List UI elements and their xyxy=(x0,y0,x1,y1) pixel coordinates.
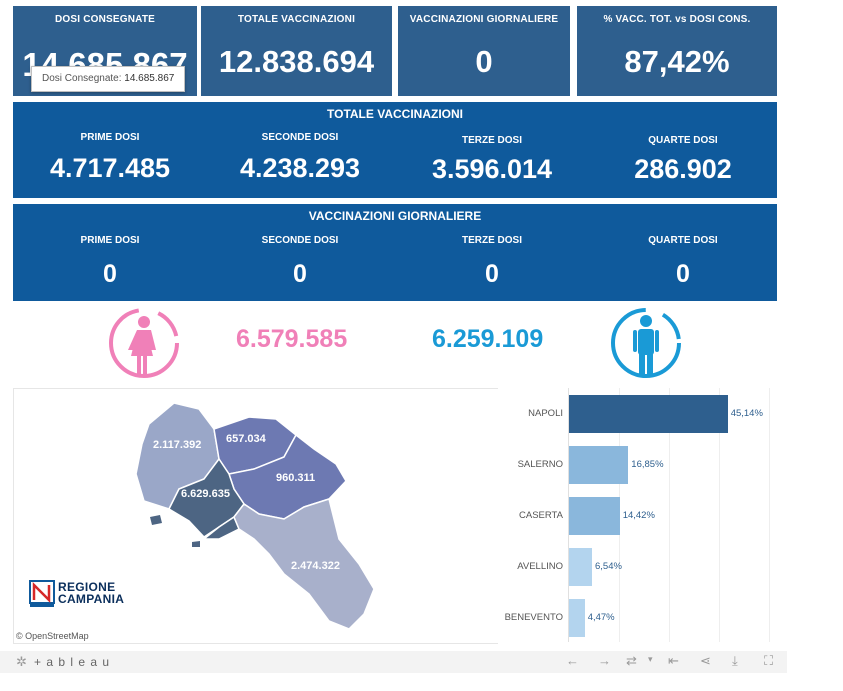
female-icon xyxy=(109,308,179,378)
category-label: BENEVENTO xyxy=(504,612,563,623)
province-napoli-peninsula xyxy=(201,515,240,540)
stat-quarte-dosi[interactable]: QUARTE DOSI 0 xyxy=(588,235,778,289)
stat-value: 4.238.293 xyxy=(239,153,361,183)
map-attribution[interactable]: © OpenStreetMap xyxy=(16,631,89,641)
fullscreen-icon[interactable]: ⛶ xyxy=(764,653,774,668)
stat-label: QUARTE DOSI xyxy=(648,135,718,146)
kpi-value: 12.838.694 xyxy=(218,44,375,79)
stat-label: SECONDE DOSI xyxy=(261,235,339,246)
bar-caserta[interactable] xyxy=(569,497,620,535)
kpi-label: VACCINAZIONI GIORNALIERE xyxy=(409,14,559,25)
stat-label: SECONDE DOSI xyxy=(261,132,339,143)
undo-icon[interactable]: ← xyxy=(566,653,579,668)
kpi-percentuale[interactable]: % VACC. TOT. vs DOSI CONS. 87,42% xyxy=(577,6,777,96)
province-napoli xyxy=(168,457,245,538)
bar-value-label: 45,14% xyxy=(730,408,763,419)
stat-value: 0 xyxy=(676,260,690,288)
download-icon[interactable]: ⤓ xyxy=(732,653,738,668)
kpi-vaccinazioni-giornaliere[interactable]: VACCINAZIONI GIORNALIERE 0 xyxy=(398,6,570,96)
regione-campania-logo-icon xyxy=(29,580,55,607)
female-count: 6.579.585 xyxy=(236,325,348,353)
male-icon xyxy=(611,308,681,378)
panel-title: VACCINAZIONI GIORNALIERE xyxy=(308,209,482,223)
tableau-toolbar: ✲ + a b l e a u ← → ⇄ ▾ ⇤ ⋖ ⤓ ⛶ xyxy=(0,651,787,673)
redo-icon[interactable]: → xyxy=(598,653,611,668)
bar-value-label: 4,47% xyxy=(587,612,615,623)
tooltip-label: Dosi Consegnate: xyxy=(42,73,122,84)
stat-label: PRIME DOSI xyxy=(80,132,140,143)
kpi-value: 87,42% xyxy=(624,44,730,79)
category-label: SALERNO xyxy=(517,459,563,470)
category-label: CASERTA xyxy=(519,510,563,521)
male-count: 6.259.109 xyxy=(432,325,544,353)
bar-value-label: 14,42% xyxy=(622,510,655,521)
stat-seconde-dosi[interactable]: SECONDE DOSI 0 xyxy=(205,235,395,289)
totale-vaccinazioni-panel: TOTALE VACCINAZIONI PRIME DOSI 4.717.485… xyxy=(13,102,777,198)
island-ischia xyxy=(150,515,162,525)
province-bar-chart[interactable]: 45,14% 16,85% 14,42% 6,54% 4,47% NAPOLI SALER… xyxy=(497,388,780,642)
stat-prime-dosi[interactable]: PRIME DOSI 0 xyxy=(15,235,205,289)
map-label-napoli: 6.629.635 xyxy=(181,488,230,500)
category-label: AVELLINO xyxy=(517,561,563,572)
share-icon[interactable]: ⋖ xyxy=(700,653,711,668)
stat-seconde-dosi[interactable]: SECONDE DOSI 4.238.293 xyxy=(205,132,395,184)
tableau-brand[interactable]: + a b l e a u xyxy=(34,655,111,669)
revert-icon[interactable]: ⇄ xyxy=(626,653,637,668)
chevron-down-icon[interactable]: ▾ xyxy=(648,654,653,664)
vaccinazioni-giornaliere-panel: VACCINAZIONI GIORNALIERE PRIME DOSI 0 SE… xyxy=(13,204,777,301)
category-labels: NAPOLI SALERNO CASERTA AVELLINO BENEVENTO xyxy=(497,388,563,642)
chart-y-axis xyxy=(568,388,569,642)
stat-terze-dosi[interactable]: TERZE DOSI 0 xyxy=(397,235,587,289)
campania-map xyxy=(135,402,375,630)
kpi-label: DOSI CONSEGNATE xyxy=(54,14,156,25)
bar-napoli[interactable] xyxy=(569,395,728,433)
category-label: NAPOLI xyxy=(528,408,563,419)
first-page-icon[interactable]: ⇤ xyxy=(668,653,679,668)
panel-title: TOTALE VACCINAZIONI xyxy=(327,107,463,121)
bar-value-label: 6,54% xyxy=(595,561,622,572)
stat-prime-dosi[interactable]: PRIME DOSI 4.717.485 xyxy=(15,132,205,184)
chart-gridline xyxy=(769,388,770,642)
bar-area: 45,14% 16,85% 14,42% 6,54% 4,47% xyxy=(569,388,780,642)
tooltip: Dosi Consegnate: 14.685.867 xyxy=(31,66,186,92)
tooltip-value: 14.685.867 xyxy=(124,73,175,84)
map-panel[interactable]: 2.117.392 657.034 960.311 6.629.635 2.47… xyxy=(13,388,498,644)
province-salerno xyxy=(233,498,375,630)
bar-salerno[interactable] xyxy=(569,446,629,484)
kpi-value: 0 xyxy=(475,44,493,79)
kpi-totale-vaccinazioni[interactable]: TOTALE VACCINAZIONI 12.838.694 xyxy=(201,6,392,96)
tableau-logo-icon: ✲ xyxy=(16,654,27,669)
logo-text-line2: CAMPANIA xyxy=(58,592,125,606)
chart-gridline xyxy=(669,388,670,642)
logo-text-line1: REGIONE xyxy=(58,580,116,594)
bar-benevento[interactable] xyxy=(569,599,585,637)
map-label-salerno: 2.474.322 xyxy=(291,560,340,572)
map-label-avellino: 960.311 xyxy=(276,472,316,484)
stat-value: 0 xyxy=(103,260,117,288)
stat-label: PRIME DOSI xyxy=(80,235,140,246)
stat-label: TERZE DOSI xyxy=(461,135,522,146)
stat-quarte-dosi[interactable]: QUARTE DOSI 286.902 xyxy=(588,135,778,185)
stat-value: 286.902 xyxy=(634,154,732,184)
chart-gridline xyxy=(719,388,720,642)
island-capri xyxy=(192,541,200,547)
stat-terze-dosi[interactable]: TERZE DOSI 3.596.014 xyxy=(397,135,587,185)
stat-value: 4.717.485 xyxy=(49,153,171,183)
stat-value: 3.596.014 xyxy=(431,154,553,184)
kpi-label: TOTALE VACCINAZIONI xyxy=(237,14,356,25)
bar-value-label: 16,85% xyxy=(631,459,664,470)
map-label-caserta: 2.117.392 xyxy=(153,439,202,451)
kpi-label: % VACC. TOT. vs DOSI CONS. xyxy=(603,14,751,25)
bar-avellino[interactable] xyxy=(569,548,592,586)
stat-value: 0 xyxy=(293,260,307,288)
stat-value: 0 xyxy=(485,260,499,288)
map-label-benevento: 657.034 xyxy=(226,433,266,445)
stat-label: TERZE DOSI xyxy=(461,235,522,246)
stat-label: QUARTE DOSI xyxy=(648,235,718,246)
